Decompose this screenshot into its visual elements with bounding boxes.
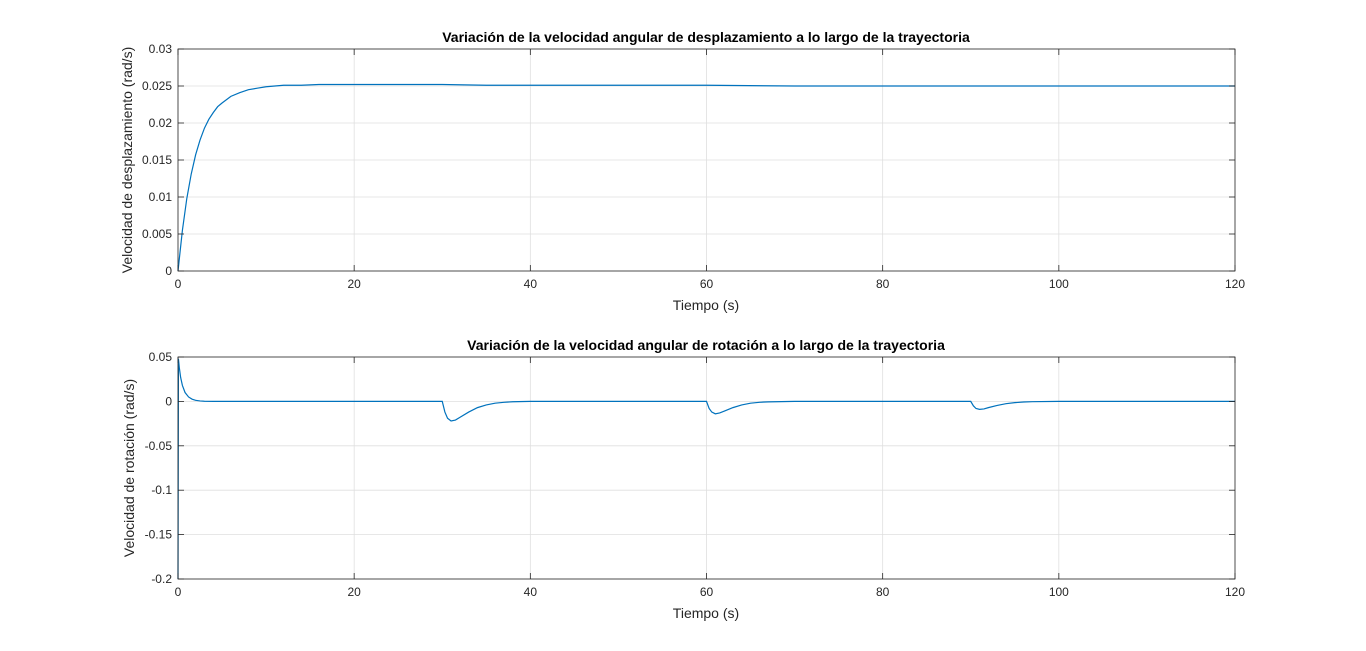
x-tick-label: 20 [347,585,361,599]
x-tick-label: 60 [700,277,714,291]
bottom-y-tick-labels: -0.2 -0.15 -0.1 -0.05 0 0.05 [145,350,173,586]
top-y-tick-labels: 0 0.005 0.01 0.015 0.02 0.025 0.03 [142,42,172,278]
x-tick-label: 40 [524,585,538,599]
y-tick-label: 0.02 [149,116,173,130]
top-series-line [177,83,1235,272]
x-tick-label: 0 [175,585,182,599]
bottom-chart-title: Variación de la velocidad angular de rot… [467,337,945,353]
x-tick-label: 0 [175,277,182,291]
x-tick-label: 80 [876,277,890,291]
y-tick-label: -0.05 [145,439,173,453]
y-tick-label: -0.15 [145,528,173,542]
y-tick-label: -0.1 [151,483,172,497]
x-tick-label: 80 [876,585,890,599]
x-tick-label: 40 [524,277,538,291]
x-tick-label: 100 [1049,585,1069,599]
top-x-tick-labels: 0 20 40 60 80 100 120 [175,277,1246,291]
bottom-x-tick-labels: 0 20 40 60 80 100 120 [175,585,1246,599]
y-tick-label: 0.03 [149,42,173,56]
top-axes: 0 20 40 60 80 100 120 0 0.005 0.01 0.015 0.02 0.025… [119,29,1245,313]
y-tick-label: 0.05 [149,350,173,364]
bottom-axes: 0 20 40 60 80 100 120 -0.2-0.15-0.1-0.0500.05 … [121,337,1245,621]
top-x-axis-label: Tiempo (s) [673,297,739,313]
bottom-y-axis-label: Velocidad de rotación (rad/s) [121,379,137,557]
top-y-axis-label: Velocidad de desplazamiento (rad/s) [119,47,135,273]
top-tick-marks [177,48,1236,272]
bottom-tick-marks [177,356,1236,580]
x-tick-label: 60 [700,585,714,599]
x-tick-label: 20 [347,277,361,291]
y-tick-label: 0.005 [142,227,172,241]
y-tick-label: 0.015 [142,153,172,167]
y-tick-label: 0 [165,264,172,278]
y-tick-label: 0 [165,394,172,408]
x-tick-label: 100 [1049,277,1069,291]
top-chart-title: Variación de la velocidad angular de des… [442,29,970,45]
bottom-series-line [177,358,1235,580]
x-tick-label: 120 [1225,277,1245,291]
bottom-x-axis-label: Tiempo (s) [673,605,739,621]
y-tick-label: 0.01 [149,190,173,204]
y-tick-label: 0.025 [142,79,172,93]
x-tick-label: 120 [1225,585,1245,599]
y-tick-label: -0.2 [151,572,172,586]
